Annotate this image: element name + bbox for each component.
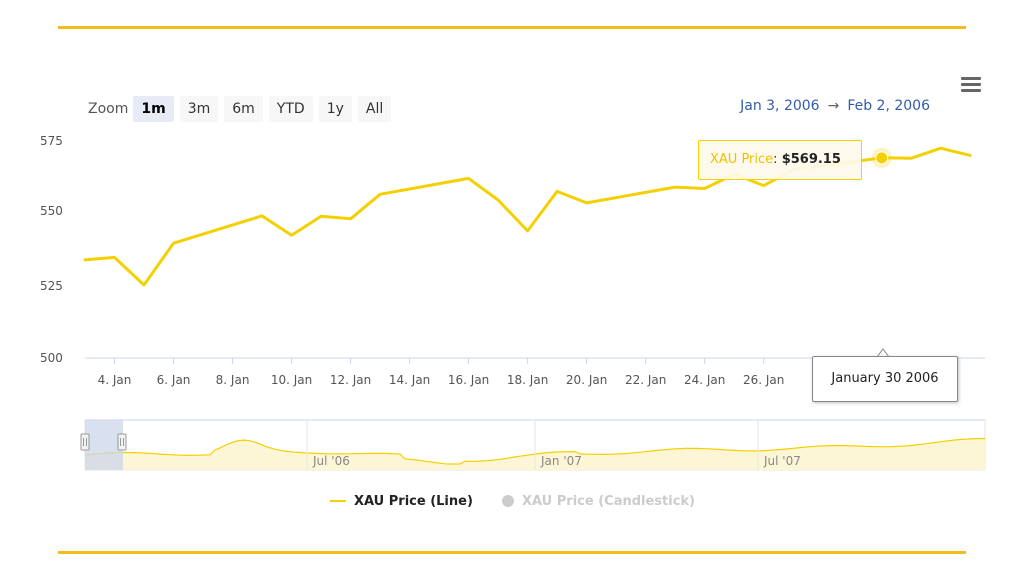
date-crosshair-label: January 30 2006: [812, 356, 958, 402]
tooltip-series-label: XAU Price: [710, 152, 774, 167]
zoom-button-6m[interactable]: 6m: [224, 96, 263, 122]
top-accent-rule: [58, 26, 966, 29]
zoom-selector: Zoom 1m 3m 6m YTD 1y All: [88, 95, 397, 123]
legend-item-label: XAU Price (Candlestick): [522, 493, 695, 509]
range-from-input[interactable]: Jan 3, 2006: [740, 98, 820, 114]
legend-dot-swatch: [502, 495, 514, 507]
x-tick-label: 24. Jan: [684, 373, 725, 387]
zoom-button-ytd[interactable]: YTD: [268, 96, 313, 122]
navigator-selection-mask: [85, 420, 123, 470]
x-tick-label: 10. Jan: [271, 373, 312, 387]
hovered-point: [875, 151, 889, 165]
navigator-handle-right[interactable]: [117, 433, 127, 451]
x-tick-label: 8. Jan: [216, 373, 250, 387]
y-tick-label: 525: [40, 279, 63, 293]
zoom-button-1m[interactable]: 1m: [133, 96, 174, 122]
navigator-tick-label: Jul '06: [312, 454, 350, 468]
x-tick-label: 16. Jan: [448, 373, 489, 387]
legend-item-label: XAU Price (Line): [354, 493, 473, 509]
range-to-input[interactable]: Feb 2, 2006: [847, 98, 930, 114]
navigator-tick-label: Jan '07: [540, 454, 582, 468]
zoom-button-1y[interactable]: 1y: [318, 96, 352, 122]
date-range-display: Jan 3, 2006 → Feb 2, 2006: [740, 98, 930, 114]
zoom-button-3m[interactable]: 3m: [179, 96, 219, 122]
navigator-handle-left[interactable]: [80, 433, 90, 451]
x-tick-label: 4. Jan: [98, 373, 132, 387]
x-tick-label: 20. Jan: [566, 373, 607, 387]
legend-item-candlestick[interactable]: XAU Price (Candlestick): [502, 492, 695, 510]
x-tick-label: 14. Jan: [389, 373, 430, 387]
x-tick-label: 18. Jan: [507, 373, 548, 387]
date-label-pointer: [876, 348, 890, 358]
x-tick-label: 6. Jan: [157, 373, 191, 387]
y-tick-label: 575: [40, 134, 63, 148]
price-tooltip: XAU Price: $569.15: [698, 140, 862, 180]
legend-item-line[interactable]: XAU Price (Line): [330, 492, 473, 510]
hamburger-menu-icon[interactable]: [961, 77, 981, 93]
y-tick-label: 500: [40, 351, 63, 365]
x-tick-label: 26. Jan: [743, 373, 784, 387]
range-arrow-icon: →: [827, 98, 840, 114]
bottom-accent-rule: [58, 551, 966, 554]
tooltip-value: $569.15: [781, 152, 841, 167]
x-tick-label: 22. Jan: [625, 373, 666, 387]
navigator-tick-label: Jul '07: [763, 454, 801, 468]
tooltip-separator: :: [773, 152, 782, 167]
y-tick-label: 550: [40, 204, 63, 218]
x-tick-label: 12. Jan: [330, 373, 371, 387]
zoom-button-all[interactable]: All: [357, 96, 392, 122]
zoom-label: Zoom: [88, 101, 129, 117]
legend-line-swatch: [330, 500, 346, 502]
